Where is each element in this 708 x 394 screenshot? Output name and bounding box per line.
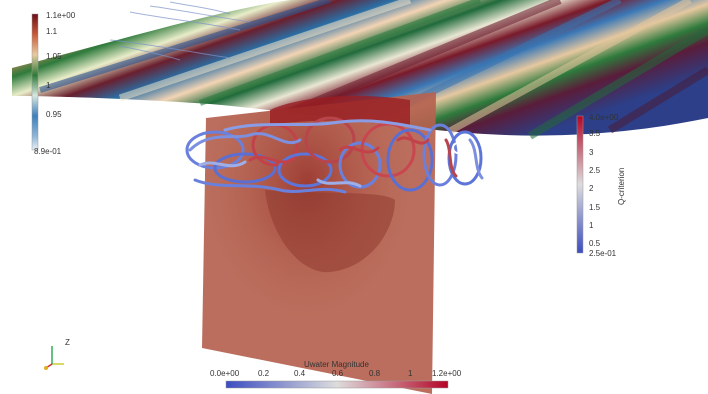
uwater-tick-0: 0.0e+00: [210, 369, 240, 378]
density-scalar-bar[interactable]: 1.1e+00 1.1 1.05 1 0.95 8.9e-01: [31, 11, 76, 156]
q-tick-2: 3: [589, 148, 594, 157]
q-tick-1: 3.5: [589, 129, 601, 138]
density-tick-4: 0.95: [46, 110, 62, 119]
uwater-tick-4: 0.8: [369, 369, 381, 378]
q-tick-3: 2.5: [589, 166, 601, 175]
q-criterion-scalar-bar[interactable]: 4.0e+00 3.5 3 2.5 2 1.5 1 0.5 2.5e-01 Q-…: [576, 113, 626, 258]
uwater-tick-6: 1.2e+00: [432, 369, 462, 378]
density-tick-3: 1: [46, 81, 51, 90]
uwater-tick-1: 0.2: [258, 369, 270, 378]
uwater-scalar-bar[interactable]: Uwater Magnitude 0.0e+00 0.2 0.4 0.6 0.8…: [210, 360, 462, 389]
q-tick-0: 4.0e+00: [589, 113, 619, 122]
q-criterion-title: Q-criterion: [617, 168, 626, 205]
q-tick-7: 0.5: [589, 239, 601, 248]
axis-origin-icon: [44, 366, 48, 370]
density-tick-0: 1.1e+00: [46, 11, 76, 20]
uwater-tick-3: 0.6: [332, 369, 344, 378]
axis-z-label: Z: [65, 338, 70, 347]
slice-top-dark: [270, 95, 410, 125]
density-tick-5: 8.9e-01: [34, 147, 62, 156]
uwater-tick-2: 0.4: [294, 369, 306, 378]
band-stripes: [39, 0, 708, 140]
vortex-cluster[interactable]: [185, 116, 484, 194]
spray-mesh: [109, 1, 251, 61]
free-surface-band: [12, 0, 708, 136]
slice-dark-region: [265, 190, 395, 273]
uwater-tick-5: 1: [408, 369, 413, 378]
q-tick-5: 1.5: [589, 203, 601, 212]
orientation-axes[interactable]: Z: [44, 338, 70, 370]
q-tick-4: 2: [589, 184, 594, 193]
q-tick-6: 1: [589, 221, 594, 230]
density-tick-1: 1.1: [46, 27, 58, 36]
q-tick-8: 2.5e-01: [589, 249, 617, 258]
uwater-title: Uwater Magnitude: [304, 360, 369, 369]
density-tick-2: 1.05: [46, 52, 62, 61]
